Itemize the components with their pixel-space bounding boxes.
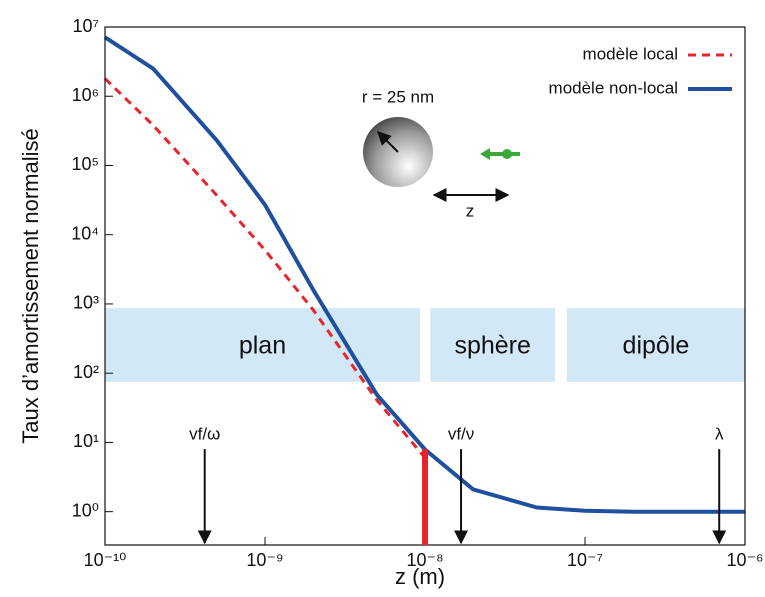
y-tick-label: 10⁴ <box>71 223 99 243</box>
dipole-head <box>480 148 490 160</box>
y-tick-label: 10⁵ <box>72 154 99 174</box>
region <box>430 308 556 382</box>
y-tick-label: 10⁰ <box>72 500 99 520</box>
y-axis-label: Taux d’amortissement normalisé <box>18 128 43 443</box>
dipole-dot <box>502 149 512 159</box>
radius-label: r = 25 nm <box>362 87 434 106</box>
region <box>105 308 420 382</box>
annotation-label: vf/ω <box>189 425 220 444</box>
x-tick-label: 10⁻⁷ <box>567 550 603 570</box>
series-line <box>103 77 427 459</box>
y-tick-label: 10³ <box>73 293 99 313</box>
y-tick-label: 10¹ <box>73 431 99 451</box>
y-tick-label: 10⁶ <box>72 85 99 105</box>
region <box>566 308 745 382</box>
x-tick-label: 10⁻⁹ <box>246 550 283 570</box>
y-tick-label: 10⁷ <box>72 16 99 36</box>
inset: r = 25 nm z <box>362 87 520 220</box>
legend-label: modèle non-local <box>549 78 678 97</box>
region-label: sphère <box>454 332 530 360</box>
x-tick-label: 10⁻¹⁰ <box>84 550 127 570</box>
region-label: dipôle <box>623 332 690 360</box>
annotation-label: vf/ν <box>448 425 474 444</box>
regions: plan sphère dipôle <box>105 308 745 382</box>
annotation-label: λ <box>715 425 724 444</box>
x-axis-label: z (m) <box>395 564 445 589</box>
legend-label: modèle local <box>583 44 678 63</box>
z-label: z <box>466 201 475 220</box>
x-tick-label: 10⁻⁸ <box>406 550 443 570</box>
radius-arrow <box>377 131 399 153</box>
y-tick-label: 10² <box>73 362 99 382</box>
x-tick-label: 10⁻⁶ <box>727 550 764 570</box>
legend: modèle local modèle non-local <box>549 44 732 97</box>
region-label: plan <box>239 332 286 360</box>
